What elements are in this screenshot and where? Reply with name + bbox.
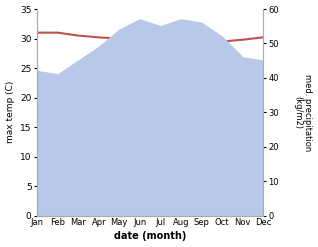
Y-axis label: max temp (C): max temp (C): [5, 81, 15, 144]
X-axis label: date (month): date (month): [114, 231, 186, 242]
Y-axis label: med. precipitation
(kg/m2): med. precipitation (kg/m2): [293, 74, 313, 151]
